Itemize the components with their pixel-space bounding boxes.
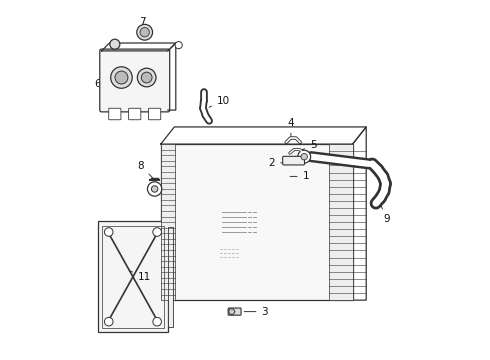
Circle shape — [298, 150, 311, 163]
Text: 3: 3 — [244, 307, 268, 316]
Bar — [161, 144, 353, 300]
Circle shape — [141, 72, 152, 83]
Circle shape — [153, 228, 161, 236]
FancyBboxPatch shape — [129, 108, 141, 120]
Circle shape — [140, 28, 149, 37]
Text: 1: 1 — [290, 171, 309, 181]
Circle shape — [175, 41, 182, 49]
Bar — [161, 144, 175, 300]
Circle shape — [151, 186, 158, 192]
Text: 9: 9 — [381, 204, 390, 224]
Text: 2: 2 — [269, 158, 285, 168]
FancyBboxPatch shape — [283, 156, 304, 165]
Text: 5: 5 — [301, 140, 317, 150]
Circle shape — [153, 318, 161, 326]
Text: 8: 8 — [138, 161, 153, 178]
Text: 6: 6 — [95, 79, 109, 89]
Text: 10: 10 — [209, 96, 230, 107]
Text: 4: 4 — [288, 118, 294, 137]
Circle shape — [301, 153, 307, 160]
Bar — [98, 221, 168, 332]
Bar — [168, 226, 173, 327]
Text: 11: 11 — [129, 271, 151, 282]
FancyBboxPatch shape — [109, 108, 121, 120]
FancyBboxPatch shape — [228, 308, 241, 315]
Circle shape — [137, 68, 156, 87]
FancyBboxPatch shape — [100, 49, 170, 112]
Circle shape — [137, 24, 152, 40]
Text: 7: 7 — [140, 17, 146, 35]
Circle shape — [104, 318, 113, 326]
Circle shape — [111, 67, 132, 88]
Bar — [329, 144, 353, 300]
FancyBboxPatch shape — [148, 108, 161, 120]
Circle shape — [110, 39, 120, 49]
Circle shape — [115, 71, 128, 84]
Circle shape — [147, 182, 162, 196]
Bar — [102, 226, 164, 328]
Circle shape — [104, 228, 113, 236]
